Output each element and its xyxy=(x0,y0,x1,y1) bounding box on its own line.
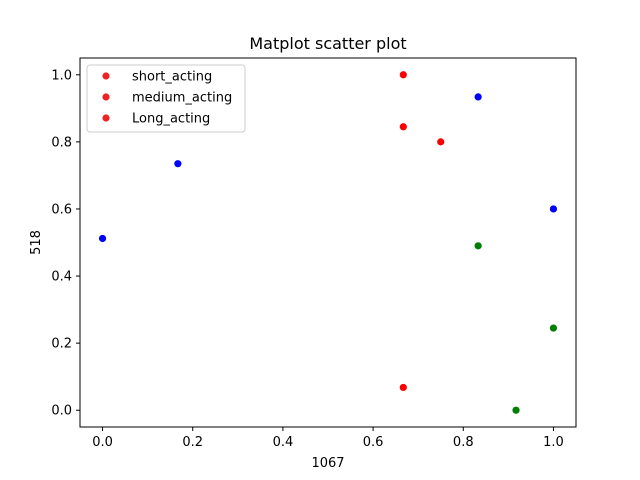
scatter-point xyxy=(174,160,182,168)
y-axis-label: 518 xyxy=(29,230,44,255)
legend-marker xyxy=(102,114,110,122)
scatter-point xyxy=(399,71,407,79)
y-tick-label: 0.0 xyxy=(51,404,72,419)
y-tick-label: 0.8 xyxy=(51,135,72,150)
y-tick-label: 0.6 xyxy=(51,202,72,217)
scatter-point xyxy=(474,242,482,250)
legend-label: short_acting xyxy=(132,70,212,85)
x-tick-label: 1.0 xyxy=(543,435,564,450)
data-points xyxy=(98,71,558,414)
legend-label: medium_acting xyxy=(132,91,232,106)
y-tick-label: 1.0 xyxy=(51,68,72,83)
x-axis-ticks: 0.0 0.2 0.4 0.6 0.8 1.0 xyxy=(92,427,564,450)
legend-box xyxy=(86,64,246,133)
scatter-point xyxy=(98,234,107,243)
x-tick-label: 0.4 xyxy=(273,435,294,450)
chart-title: Matplot scatter plot xyxy=(249,34,406,53)
y-axis-ticks: 0.0 0.2 0.4 0.6 0.8 1.0 xyxy=(51,68,80,419)
legend-marker xyxy=(102,72,110,80)
scatter-point xyxy=(437,138,445,146)
legend: short_acting medium_acting Long_acting xyxy=(86,64,246,133)
scatter-point xyxy=(399,123,407,131)
x-tick-label: 0.0 xyxy=(92,435,113,450)
legend-label: Long_acting xyxy=(132,112,210,127)
x-tick-label: 0.2 xyxy=(182,435,203,450)
scatter-point xyxy=(512,406,520,414)
x-axis-label: 1067 xyxy=(311,456,344,471)
scatter-point xyxy=(399,383,407,392)
scatter-point xyxy=(549,324,558,332)
plot-area-frame xyxy=(79,57,577,428)
scatter-point xyxy=(549,205,558,213)
x-tick-label: 0.6 xyxy=(363,435,384,450)
y-tick-label: 0.4 xyxy=(51,270,72,285)
x-tick-label: 0.8 xyxy=(453,435,474,450)
legend-marker xyxy=(102,93,110,101)
scatter-point xyxy=(474,93,482,101)
y-tick-label: 0.2 xyxy=(51,337,72,352)
